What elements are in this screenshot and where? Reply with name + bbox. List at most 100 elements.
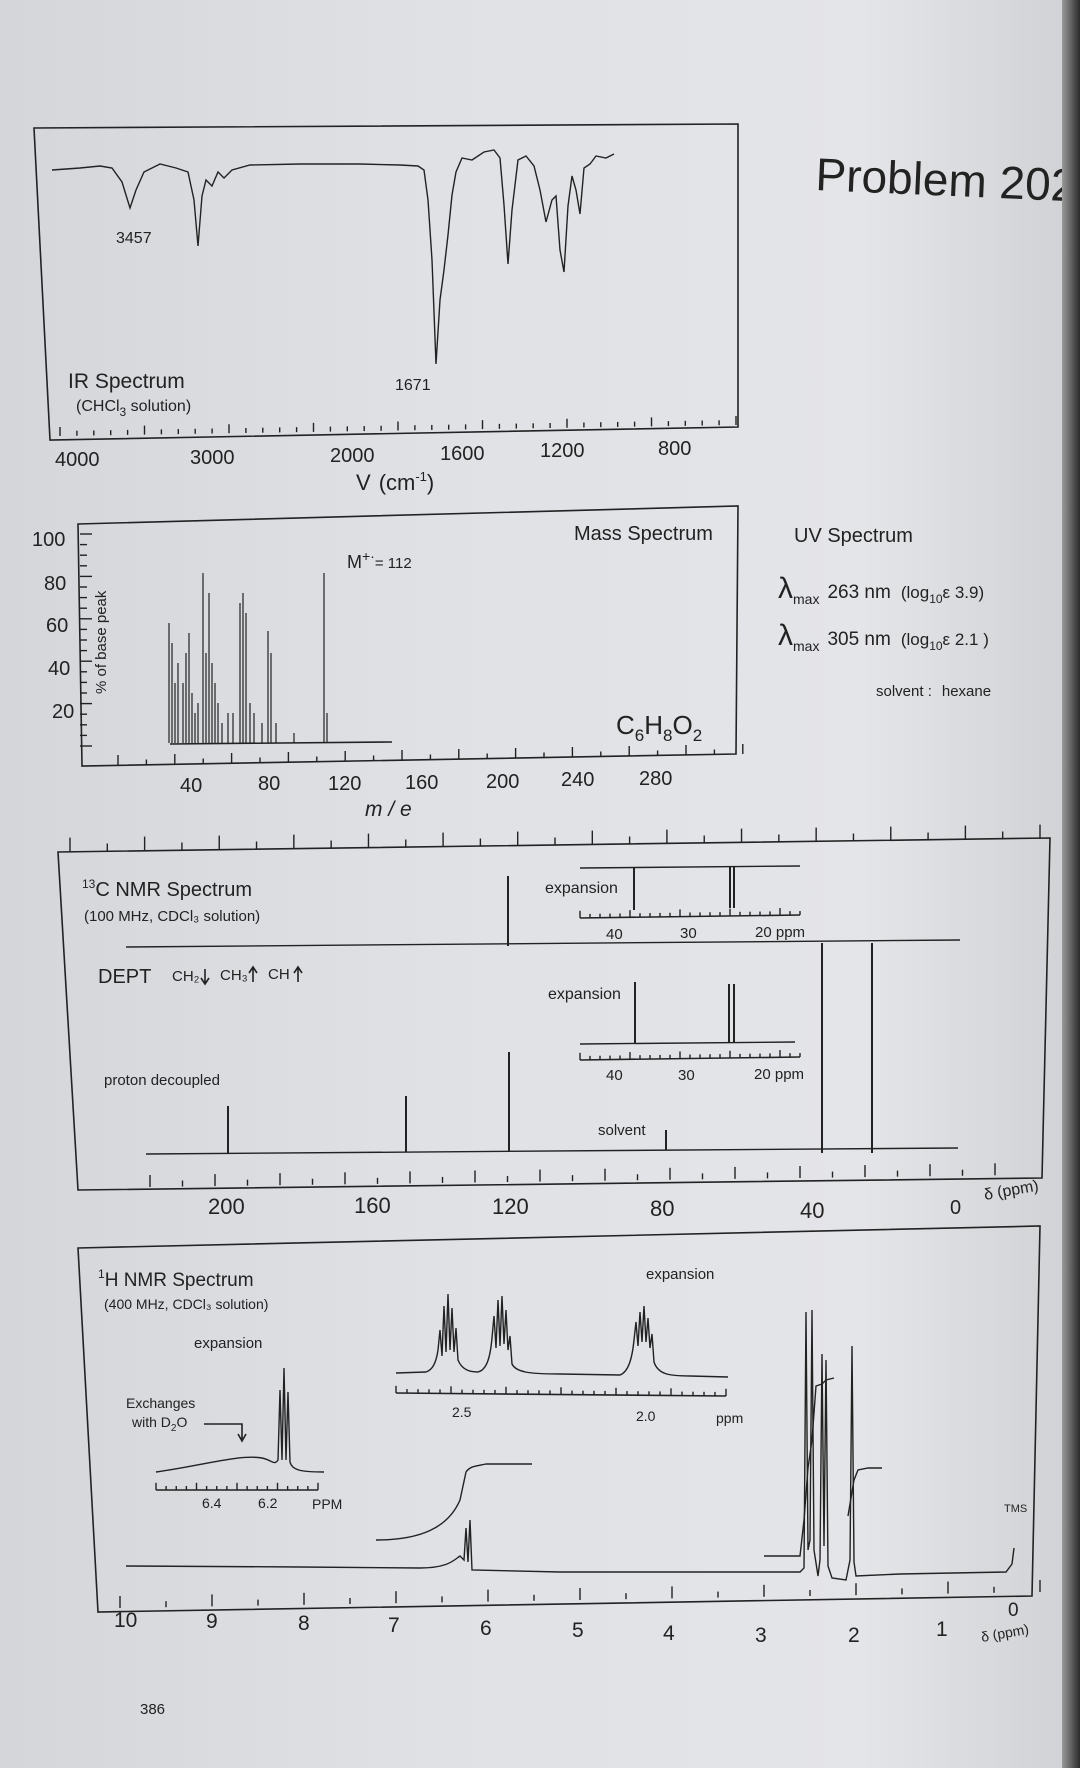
h1-xtick-0: 0 bbox=[1008, 1600, 1019, 1621]
c13-xtick-40: 40 bbox=[800, 1198, 824, 1223]
page-number: 386 bbox=[140, 1701, 165, 1718]
h1-xtick-9: 9 bbox=[206, 1610, 218, 1633]
mass-ytick-20: 20 bbox=[52, 701, 74, 723]
ir-tick-1600: 1600 bbox=[440, 443, 485, 465]
c13-dept-ch2: CH₂ bbox=[172, 968, 200, 985]
h1-expansion-label: expansion bbox=[646, 1266, 714, 1283]
mass-ylabel: % of base peak bbox=[93, 590, 110, 694]
c13-nmr-panel: 13C NMR Spectrum (100 MHz, CDCl₃ solutio… bbox=[57, 824, 1051, 1223]
c13-dept-exp-tick-20: 20 ppm bbox=[755, 924, 805, 941]
h1-xtick-10: 10 bbox=[114, 1609, 137, 1632]
h1-title: 1H NMR Spectrum bbox=[98, 1267, 254, 1291]
h1-exp-tick-2.5: 2.5 bbox=[452, 1404, 472, 1420]
ir-tick-marks bbox=[59, 416, 737, 436]
mass-formula: C6H8O2 bbox=[616, 710, 702, 745]
mass-title: Mass Spectrum bbox=[574, 523, 713, 545]
c13-xtick-200: 200 bbox=[208, 1194, 245, 1219]
mass-xlabel: m / e bbox=[365, 798, 412, 821]
mass-peaks bbox=[168, 573, 328, 743]
uv-lambda-max-1: λmax 263 nm (log10ε 3.9) bbox=[778, 572, 984, 607]
mass-spectrum-panel: 100 80 60 40 20 % of base peak Mass Spec… bbox=[32, 505, 744, 821]
mass-ytick-80: 80 bbox=[44, 573, 66, 595]
h1-frame bbox=[77, 1225, 1041, 1613]
c13-pd-exp-tick-30: 30 bbox=[678, 1067, 695, 1084]
c13-solvent-label: solvent bbox=[598, 1122, 646, 1139]
h1-xtick-1: 1 bbox=[936, 1618, 948, 1641]
mass-xtick-80: 80 bbox=[258, 773, 280, 795]
mass-ytick-60: 60 bbox=[46, 615, 68, 637]
ir-subtitle: (CHCl3 solution) bbox=[76, 398, 191, 419]
c13-pd-expansion-ticks bbox=[579, 1050, 801, 1060]
ir-tick-4000: 4000 bbox=[55, 449, 100, 471]
c13-dept-label: DEPT bbox=[98, 966, 151, 988]
c13-pd-baseline bbox=[145, 1147, 959, 1155]
ir-spectrum-panel: 3457 1671 IR Spectrum (CHCl3 solution) 4… bbox=[33, 123, 739, 495]
h1-inset-tick-6.2: 6.2 bbox=[258, 1495, 278, 1511]
mass-molecular-ion: M+·= 112 bbox=[347, 548, 412, 572]
c13-xtick-0: 0 bbox=[950, 1197, 961, 1219]
h1-inset-tick-ppm: PPM bbox=[312, 1496, 342, 1512]
h1-xtick-2: 2 bbox=[848, 1624, 860, 1647]
h1-main-trace bbox=[125, 1309, 1015, 1581]
mass-xtick-200: 200 bbox=[486, 771, 519, 793]
c13-tick-marks bbox=[69, 824, 1041, 1187]
c13-dept-ch-up-arrow bbox=[293, 965, 303, 982]
problem-title: Problem 202 bbox=[815, 148, 1078, 211]
ir-tick-1200: 1200 bbox=[540, 440, 585, 462]
h1-exp-tick-2.0: 2.0 bbox=[636, 1408, 656, 1424]
uv-lambda-max-2: λmax 305 nm (log10ε 2.1 ) bbox=[778, 619, 989, 654]
h1-xtick-3: 3 bbox=[755, 1624, 767, 1647]
c13-title: 13C NMR Spectrum bbox=[82, 877, 252, 901]
h1-inset-expansion-label: expansion bbox=[194, 1335, 262, 1352]
page-binding-edge bbox=[1062, 0, 1080, 1768]
c13-pd-exp-tick-40: 40 bbox=[606, 1067, 623, 1084]
c13-pd-expansion-label: expansion bbox=[548, 986, 621, 1003]
h1-tms-label: TMS bbox=[1004, 1503, 1027, 1515]
ir-tick-800: 800 bbox=[658, 438, 691, 460]
c13-dept-baseline bbox=[125, 939, 961, 948]
c13-dept-ch3: CH₃ bbox=[220, 967, 248, 984]
h1-xtick-8: 8 bbox=[298, 1612, 310, 1635]
h1-xtick-5: 5 bbox=[572, 1619, 584, 1642]
c13-frame bbox=[57, 837, 1051, 1191]
h1-integration-vinyl bbox=[375, 1463, 532, 1541]
mass-x-ticks bbox=[117, 744, 744, 765]
h1-subtitle: (400 MHz, CDCl₃ solution) bbox=[104, 1296, 268, 1312]
ir-frame bbox=[33, 123, 739, 441]
c13-dept-ch: CH bbox=[268, 966, 290, 983]
c13-dept-expansion-baseline bbox=[579, 865, 801, 869]
mass-xtick-160: 160 bbox=[405, 772, 438, 794]
h1-integration-ch2 bbox=[764, 1377, 835, 1557]
ir-peak-label-1671: 1671 bbox=[395, 377, 431, 394]
c13-dept-exp-tick-40: 40 bbox=[606, 926, 623, 943]
uv-title: UV Spectrum bbox=[794, 525, 913, 547]
h1-xtick-7: 7 bbox=[388, 1614, 400, 1637]
c13-xtick-80: 80 bbox=[650, 1196, 674, 1221]
h1-inset-trace bbox=[155, 1367, 325, 1473]
h1-xtick-4: 4 bbox=[663, 1622, 675, 1645]
h1-nmr-panel: 1H NMR Spectrum (400 MHz, CDCl₃ solution… bbox=[77, 1225, 1041, 1647]
c13-dept-ch2-down-arrow bbox=[200, 969, 210, 986]
mass-ytick-100: 100 bbox=[32, 529, 65, 551]
ir-tick-3000: 3000 bbox=[190, 447, 235, 469]
ir-trace bbox=[51, 149, 615, 365]
h1-exchanges-line2: with D2O bbox=[131, 1414, 187, 1434]
c13-dept-expansion-label: expansion bbox=[545, 880, 618, 897]
ir-xlabel: V (cm-1) bbox=[356, 469, 434, 495]
h1-exp-tick-ppm: ppm bbox=[716, 1410, 743, 1426]
uv-spectrum-panel: UV Spectrum λmax 263 nm (log10ε 3.9) λmax 3… bbox=[778, 525, 991, 700]
c13-dept-exp-tick-30: 30 bbox=[680, 925, 697, 942]
h1-inset-tick-6.4: 6.4 bbox=[202, 1495, 222, 1511]
h1-expansion-trace bbox=[395, 1293, 729, 1378]
c13-pd-expansion-baseline bbox=[579, 1041, 796, 1045]
ir-peak-label-3457: 3457 bbox=[116, 230, 152, 247]
c13-proton-decoupled-label: proton decoupled bbox=[104, 1072, 220, 1089]
mass-xtick-40: 40 bbox=[180, 775, 202, 797]
c13-pd-exp-tick-20: 20 ppm bbox=[754, 1066, 804, 1083]
mass-baseline bbox=[169, 741, 393, 745]
ir-tick-2000: 2000 bbox=[330, 445, 375, 467]
h1-exchange-arrow bbox=[204, 1423, 247, 1443]
h1-tick-marks bbox=[119, 1580, 1041, 1608]
c13-xtick-120: 120 bbox=[492, 1194, 529, 1219]
